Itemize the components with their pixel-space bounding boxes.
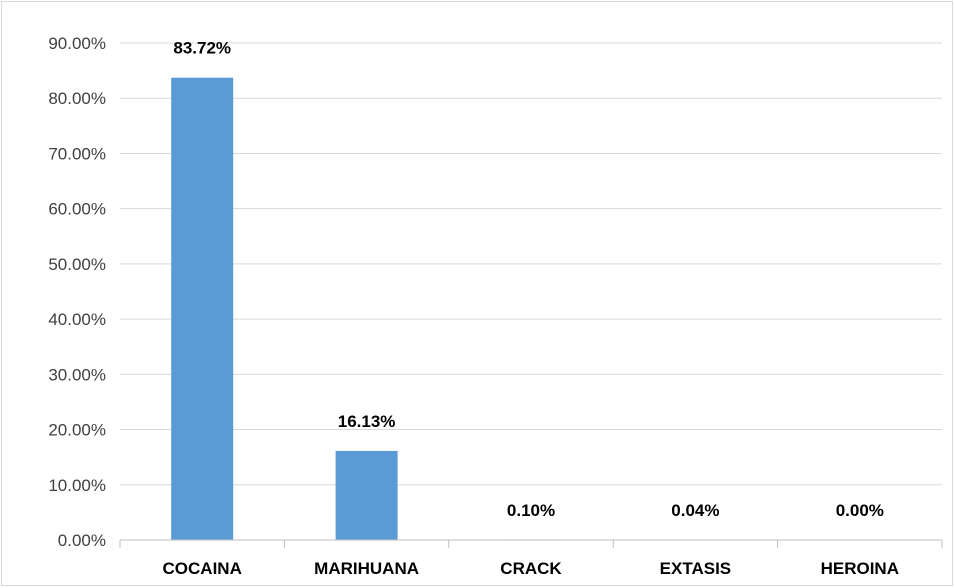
bar-cocaina xyxy=(171,77,234,540)
data-label: 16.13% xyxy=(338,412,396,431)
x-tick-label: MARIHUANA xyxy=(314,559,419,578)
data-label: 0.00% xyxy=(836,501,884,520)
data-label: 0.04% xyxy=(671,501,719,520)
y-tick-label: 40.00% xyxy=(48,310,106,329)
x-tick-label: CRACK xyxy=(500,559,562,578)
y-tick-label: 60.00% xyxy=(48,200,106,219)
bar-marihuana xyxy=(335,450,398,540)
gridlines xyxy=(120,42,942,486)
y-tick-label: 50.00% xyxy=(48,255,106,274)
x-tick-labels: COCAINA MARIHUANA CRACK EXTASIS HEROINA xyxy=(163,559,899,578)
y-tick-label: 70.00% xyxy=(48,144,106,163)
x-tick-label: EXTASIS xyxy=(660,559,731,578)
x-tick-label: HEROINA xyxy=(821,559,899,578)
y-tick-label: 90.00% xyxy=(48,34,106,53)
y-tick-labels: 0.00% 10.00% 20.00% 30.00% 40.00% 50.00% 60.00… xyxy=(48,34,106,550)
axes xyxy=(119,539,943,548)
y-tick-label: 0.00% xyxy=(58,531,106,550)
y-tick-label: 10.00% xyxy=(48,476,106,495)
x-tick-label: COCAINA xyxy=(163,559,242,578)
data-labels: 83.72% 16.13% 0.10% 0.04% 0.00% xyxy=(173,39,884,520)
y-tick-label: 30.00% xyxy=(48,365,106,384)
data-label: 83.72% xyxy=(173,39,231,58)
bars xyxy=(171,77,727,540)
data-label: 0.10% xyxy=(507,501,555,520)
y-tick-label: 80.00% xyxy=(48,89,106,108)
y-tick-label: 20.00% xyxy=(48,421,106,440)
